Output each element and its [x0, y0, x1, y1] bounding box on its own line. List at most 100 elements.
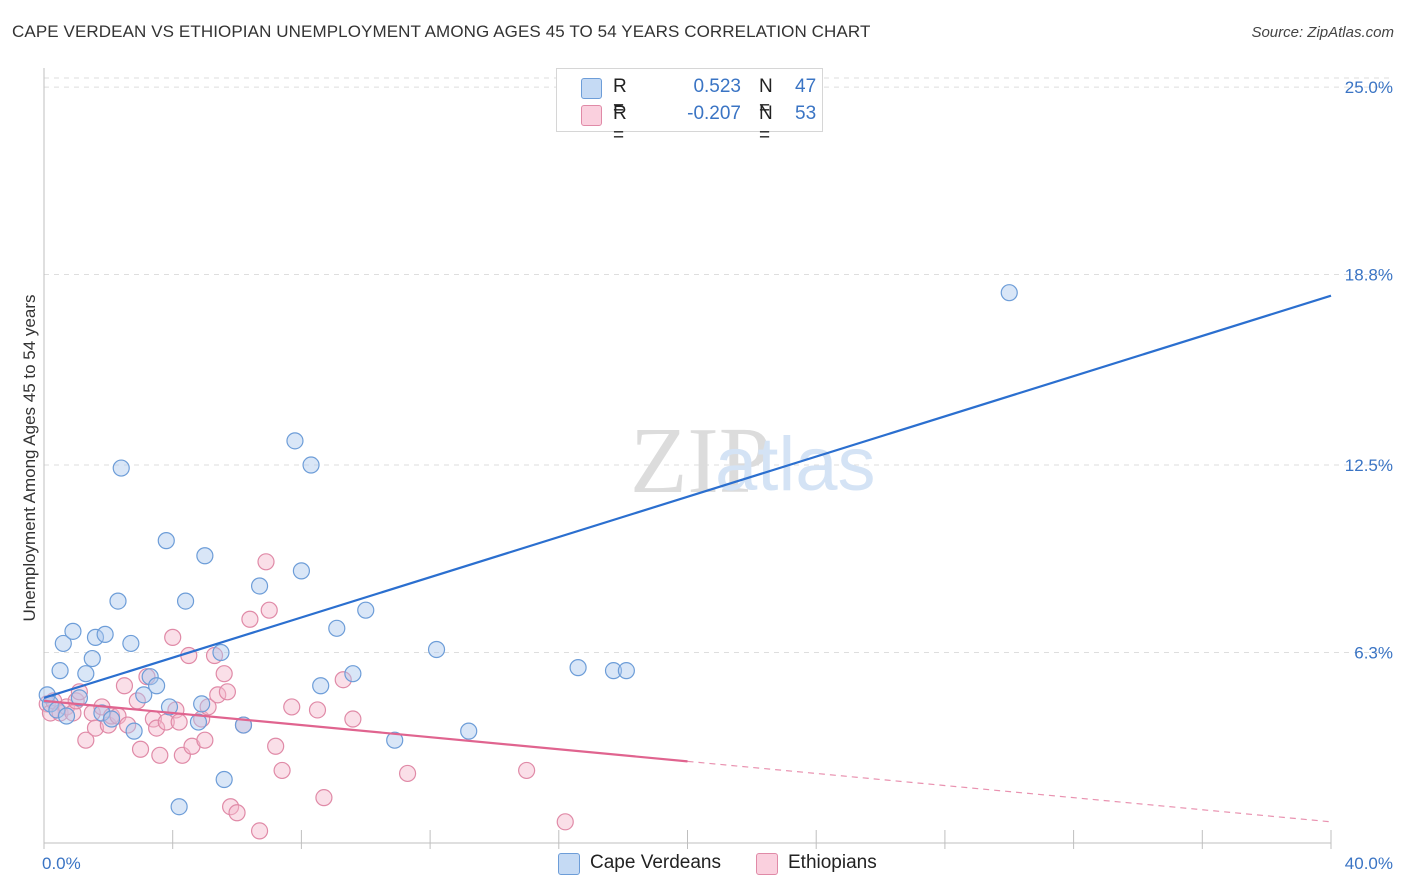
cape-verdeans-point — [96, 625, 114, 643]
y-tick-label: 12.5% — [1345, 456, 1393, 475]
cape-verdeans-point — [77, 665, 95, 683]
cape-verdeans-point — [617, 662, 635, 680]
cape-verdeans-point — [196, 547, 214, 565]
cape-verdeans-point — [51, 662, 69, 680]
cape-verdeans-trend-line — [43, 294, 1332, 699]
legend-n-value: 47 — [795, 76, 817, 97]
watermark-atlas: atlas — [715, 422, 876, 507]
cape-verdeans-point — [292, 562, 310, 580]
cape-verdeans-point — [286, 432, 304, 450]
ethiopians-point — [196, 731, 214, 749]
ethiopians-point — [164, 628, 182, 646]
ethiopians-point — [218, 683, 236, 701]
ethiopians-point — [518, 761, 536, 780]
ethiopians-point — [344, 710, 362, 728]
cape-verdeans-point — [135, 686, 153, 704]
cape-verdeans-point — [141, 668, 159, 686]
ethiopians-point — [151, 746, 169, 764]
ethiopians-point — [119, 716, 137, 734]
cape-verdeans-point — [170, 798, 188, 816]
cape-verdeans-point — [86, 628, 105, 646]
cape-verdeans-point — [109, 592, 127, 610]
correlation-legend: R = 0.523 N = 47 R = -0.207 N = 53 — [556, 68, 823, 146]
x-tick-label: 40.0% — [1345, 854, 1393, 873]
x-tick-label: 0.0% — [42, 854, 81, 873]
ethiopians-trend-line — [43, 699, 688, 763]
legend-n-label: N = — [759, 76, 773, 119]
ethiopians-point — [209, 686, 227, 704]
cape-verdeans-point — [312, 677, 330, 695]
pink-swatch-icon — [581, 105, 602, 126]
cape-verdeans-point — [344, 665, 362, 683]
cape-verdeans-point — [302, 456, 320, 474]
legend-cape-verdeans-label: Cape Verdeans — [590, 852, 721, 873]
ethiopians-point — [228, 804, 246, 822]
y-tick-label: 6.3% — [1354, 644, 1393, 663]
legend-r-value: -0.207 — [687, 103, 741, 124]
ethiopians-point — [131, 740, 150, 758]
cape-verdeans-point — [122, 634, 140, 653]
ethiopians-point — [334, 671, 352, 689]
cape-verdeans-point — [328, 619, 346, 637]
cape-verdeans-point — [1000, 284, 1018, 302]
cape-verdeans-point — [357, 601, 375, 619]
ethiopians-point — [241, 610, 259, 628]
cape-verdeans-point — [57, 707, 76, 725]
cape-verdeans-point — [604, 662, 623, 680]
y-tick-label: 25.0% — [1345, 78, 1393, 97]
cape-verdeans-point — [70, 689, 88, 707]
cape-verdeans-point — [157, 532, 175, 550]
ethiopians-point — [308, 701, 327, 719]
pink-swatch-icon — [756, 853, 778, 875]
ethiopians-point — [222, 798, 240, 816]
cape-verdeans-point — [160, 698, 179, 716]
cape-verdeans-point — [83, 649, 101, 668]
ethiopians-point — [283, 698, 301, 716]
ethiopians-point — [556, 813, 574, 831]
ethiopians-point — [148, 719, 166, 737]
ethiopians-point — [267, 737, 285, 755]
legend-ethiopians-label: Ethiopians — [788, 852, 877, 873]
legend-r-label: R = — [613, 103, 627, 146]
source-label: Source: ZipAtlas.com — [1251, 24, 1394, 41]
cape-verdeans-point — [215, 770, 233, 789]
cape-verdeans-points — [38, 114, 1018, 816]
cape-verdeans-point — [212, 643, 230, 662]
ethiopians-point — [257, 553, 275, 571]
cape-verdeans-point — [148, 677, 166, 695]
ethiopians-trend-extension — [687, 760, 1332, 823]
ethiopians-point — [170, 713, 188, 731]
blue-swatch-icon — [581, 78, 602, 99]
ethiopians-point — [215, 665, 233, 683]
ethiopians-point — [77, 731, 95, 749]
gridlines — [44, 77, 1393, 654]
y-tick-label: 18.8% — [1345, 266, 1393, 285]
legend-r-value: 0.523 — [693, 76, 741, 97]
cape-verdeans-point — [64, 622, 82, 640]
cape-verdeans-point — [176, 592, 195, 610]
cape-verdeans-point — [193, 695, 211, 713]
cape-verdeans-point — [112, 459, 130, 477]
legend-n-label: N = — [759, 103, 773, 146]
ethiopians-point — [398, 764, 417, 783]
cape-verdeans-point — [125, 722, 143, 740]
axes — [43, 68, 1332, 849]
watermark-zip: ZIP — [630, 409, 771, 513]
ethiopians-point — [315, 789, 333, 807]
cape-verdeans-point — [54, 634, 72, 653]
ethiopians-point — [273, 761, 291, 780]
cape-verdeans-point — [189, 713, 208, 731]
ethiopians-point — [260, 601, 278, 619]
cape-verdeans-point — [460, 722, 478, 740]
trend-lines — [43, 294, 1332, 823]
legend-r-label: R = — [613, 76, 627, 119]
blue-swatch-icon — [558, 853, 580, 875]
ethiopians-point — [115, 677, 134, 695]
tick-labels: 6.3% 12.5% 18.8% 25.0% 0.0% 40.0% — [42, 78, 1393, 873]
cape-verdeans-point — [427, 640, 446, 659]
cape-verdeans-point — [250, 577, 269, 595]
cape-verdeans-point — [569, 659, 587, 677]
chart-title: CAPE VERDEAN VS ETHIOPIAN UNEMPLOYMENT A… — [12, 22, 871, 41]
ethiopians-point — [86, 719, 105, 737]
